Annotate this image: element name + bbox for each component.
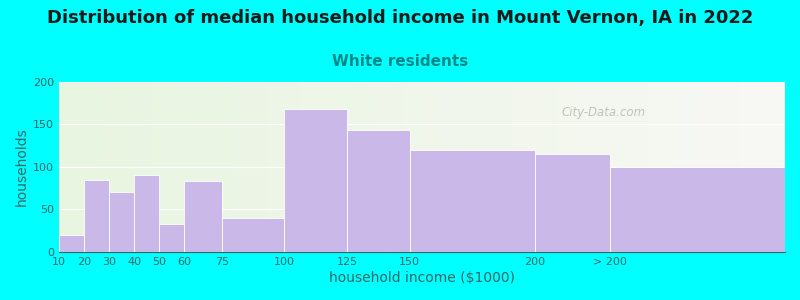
Bar [534, 154, 610, 252]
Bar [222, 218, 285, 252]
Bar [59, 235, 84, 252]
Bar [159, 224, 184, 252]
Y-axis label: households: households [15, 128, 29, 206]
Bar [285, 109, 347, 252]
X-axis label: household income ($1000): household income ($1000) [329, 271, 515, 285]
Text: White residents: White residents [332, 54, 468, 69]
Bar [110, 193, 134, 252]
Text: City-Data.com: City-Data.com [562, 106, 646, 119]
Bar [347, 130, 410, 252]
Bar [410, 150, 534, 252]
Bar [610, 167, 785, 252]
Bar [184, 182, 222, 252]
Text: Distribution of median household income in Mount Vernon, IA in 2022: Distribution of median household income … [47, 9, 753, 27]
Bar [134, 176, 159, 252]
Bar [84, 180, 110, 252]
